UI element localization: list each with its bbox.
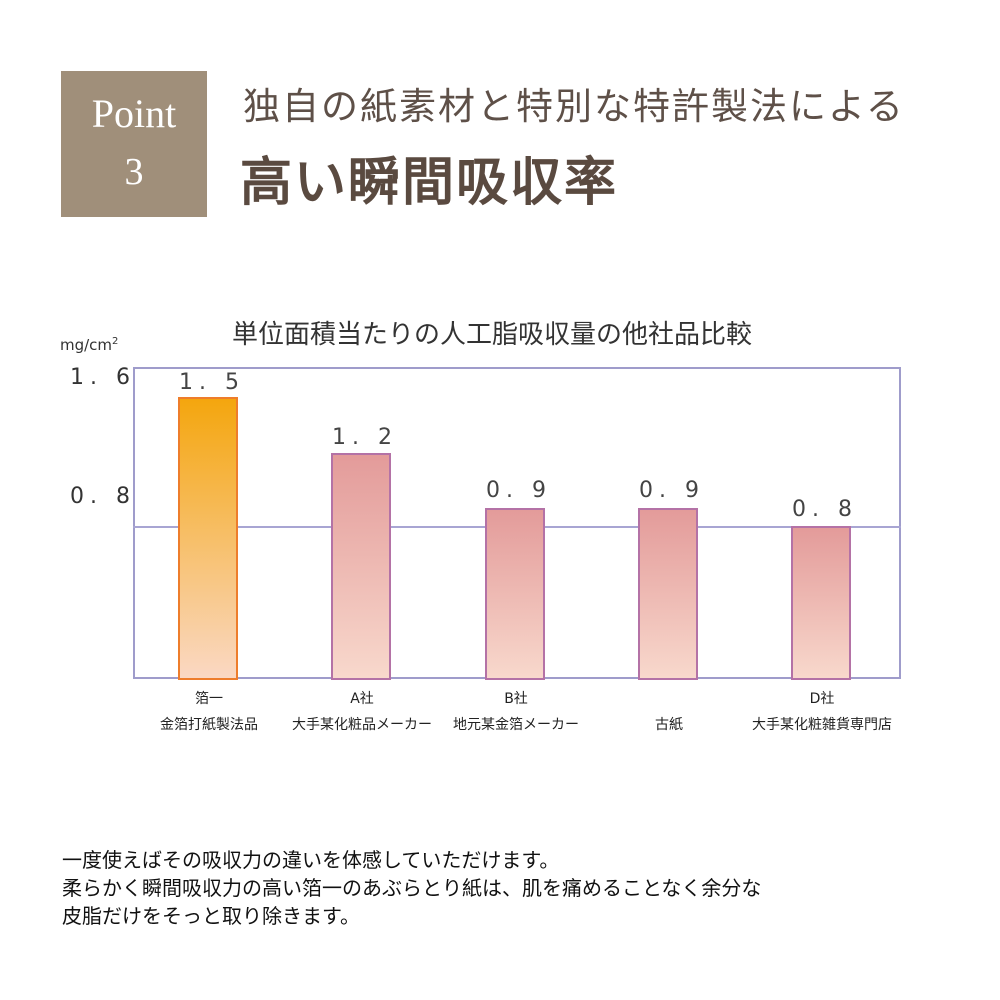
page-title: 高い瞬間吸収率	[240, 152, 619, 213]
bar-hakuichi	[178, 397, 238, 680]
bar-company-a	[331, 453, 391, 680]
x-label-line2: 大手某化粧品メーカー	[292, 717, 432, 733]
y-axis-unit: mg/cm2	[60, 336, 118, 354]
description: 一度使えばその吸収力の違いを体感していただけます。 柔らかく瞬間吸収力の高い箔一…	[62, 846, 761, 930]
value-label: 0. 9	[639, 478, 705, 503]
value-label: 0. 9	[486, 478, 552, 503]
description-line: 皮脂だけをそっと取り除きます。	[62, 904, 360, 928]
bar-used-paper	[638, 508, 698, 680]
subtitle: 独自の紙素材と特別な特許製法による	[243, 85, 905, 128]
unit-text: mg/cm	[60, 336, 113, 354]
value-label: 0. 8	[792, 497, 858, 522]
x-label-used-paper: 古紙	[594, 686, 744, 738]
x-label-hakuichi: 箔一 金箔打紙製法品	[134, 686, 284, 738]
unit-superscript: 2	[112, 336, 119, 347]
y-tick-0-8: 0. 8	[70, 484, 136, 509]
y-tick-1-6: 1. 6	[70, 365, 136, 390]
x-label-line2: 地元某金箔メーカー	[453, 717, 579, 733]
x-label-company-a: A社大手某化粧品メーカー	[287, 686, 437, 738]
value-label: 1. 2	[332, 425, 398, 450]
x-label-line1: A社	[350, 691, 374, 707]
x-label-line2: 金箔打紙製法品	[160, 717, 258, 733]
x-label-line2: 古紙	[655, 717, 683, 733]
badge-label: Point	[91, 91, 177, 136]
bar-company-b	[485, 508, 545, 680]
badge-number: 3	[124, 151, 144, 193]
chart-title: 単位面積当たりの人工脂吸収量の他社品比較	[232, 320, 753, 350]
point-badge: Point 3	[61, 71, 207, 217]
value-label: 1. 5	[179, 370, 245, 395]
x-label-company-b: B社地元某金箔メーカー	[441, 686, 591, 738]
x-label-company-d: D社大手某化粧雑貨専門店	[747, 686, 897, 738]
x-label-line1: 箔一	[195, 691, 223, 707]
x-label-line1: B社	[504, 691, 528, 707]
x-label-line2: 大手某化粧雑貨専門店	[752, 717, 892, 733]
description-line: 柔らかく瞬間吸収力の高い箔一のあぶらとり紙は、肌を痛めることなく余分な	[62, 876, 762, 900]
x-label-line1: D社	[809, 691, 835, 707]
x-label-line1	[594, 686, 744, 712]
bar-company-d	[791, 526, 851, 680]
description-line: 一度使えばその吸収力の違いを体感していただけます。	[62, 848, 560, 872]
